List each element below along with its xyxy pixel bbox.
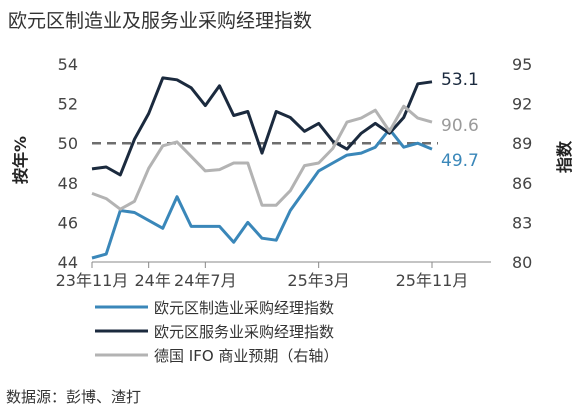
y-tick-right: 95 (512, 55, 532, 74)
chart-title: 欧元区制造业及服务业采购经理指数 (8, 10, 313, 32)
end-label-manufacturing: 49.7 (441, 151, 479, 171)
y-tick-right: 86 (512, 174, 532, 193)
y-tick-left: 46 (58, 213, 78, 232)
x-tick-label: 25年3月 (287, 271, 350, 290)
y-tick-right: 92 (512, 95, 532, 114)
y-tick-right: 80 (512, 253, 532, 272)
y-tick-right: 83 (512, 213, 532, 232)
y-axis-title-right: 指数 (555, 140, 574, 173)
y-tick-left: 54 (58, 55, 78, 74)
y-tick-left: 44 (58, 253, 78, 272)
series-layer (91, 76, 433, 260)
y-tick-right: 89 (512, 134, 532, 153)
x-tick-label-minor: 24年 (134, 271, 170, 290)
axis-layer: 按年% 指数 44 46 48 50 52 54 80 83 86 89 92 95 23年11月 24年… (11, 55, 574, 290)
x-tick-label: 25年11月 (396, 271, 469, 290)
manufacturing-pmi-line (91, 127, 433, 260)
end-label-ifo: 90.6 (441, 116, 479, 136)
y-tick-left: 50 (58, 134, 78, 153)
ifo-expectations-line (91, 104, 433, 211)
services-pmi-line (91, 76, 433, 177)
source-note: 数据源：彭博、渣打 (6, 388, 142, 406)
legend-label-ifo: 德国 IFO 商业预期（右轴） (154, 347, 338, 365)
legend-label-services: 欧元区服务业采购经理指数 (154, 323, 334, 341)
x-tick-label: 24年7月 (174, 271, 237, 290)
end-label-layer: 49.7 53.1 90.6 (441, 70, 479, 171)
legend: 欧元区制造业采购经理指数 欧元区服务业采购经理指数 德国 IFO 商业预期（右轴… (95, 299, 338, 365)
legend-label-manufacturing: 欧元区制造业采购经理指数 (154, 299, 334, 317)
y-axis-title-left: 按年% (11, 136, 30, 184)
x-tick-label: 23年11月 (56, 271, 129, 290)
end-label-services: 53.1 (441, 70, 479, 90)
y-tick-left: 52 (58, 95, 78, 114)
y-tick-left: 48 (58, 174, 78, 193)
